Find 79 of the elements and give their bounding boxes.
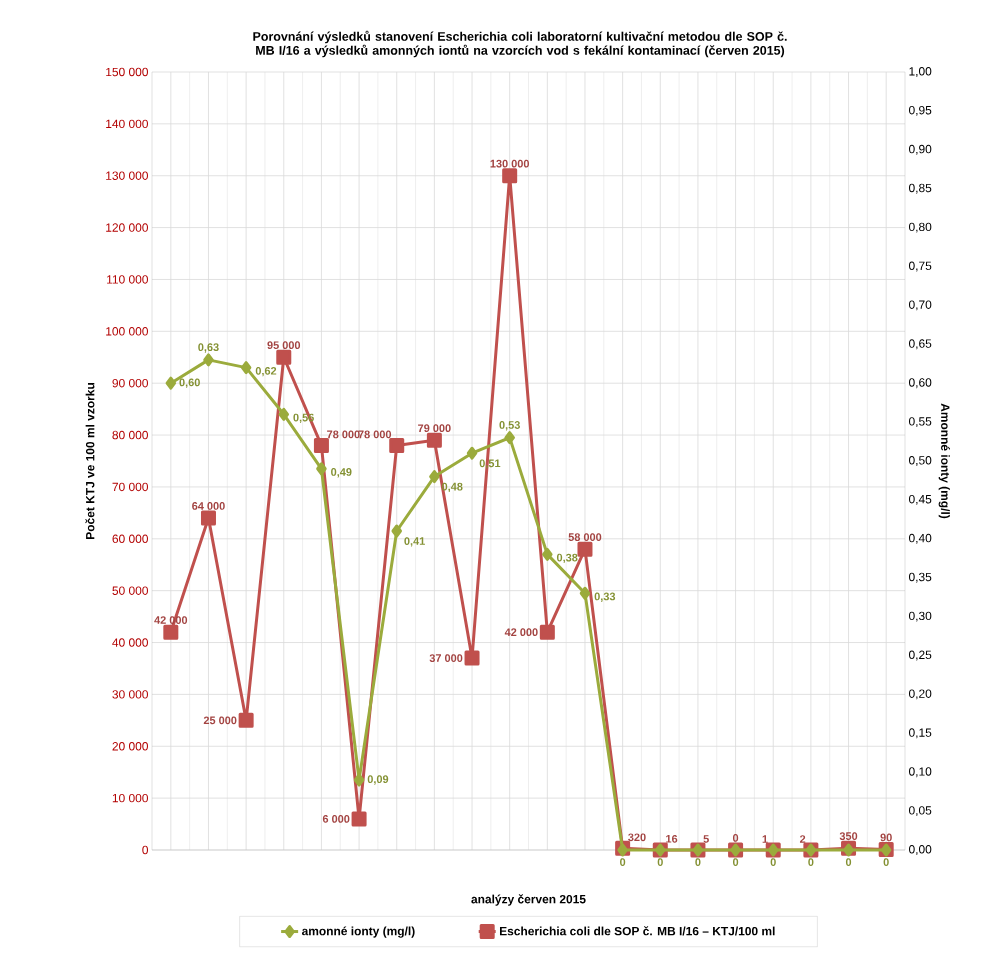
y-tick-label: 0 (142, 845, 149, 855)
y-tick-label: 80 000 (112, 430, 148, 440)
y2-tick-label: 0,60 (909, 378, 932, 389)
data-label: 64 000 (192, 502, 225, 510)
y-tick-label: 60 000 (112, 534, 148, 544)
y-tick-label: 20 000 (112, 742, 148, 751)
y2-tick-label: 0,55 (909, 417, 932, 428)
y-axis-title: Počet KTJ ve 100 ml vzorku (85, 383, 95, 539)
data-label: 78 000 (358, 430, 392, 439)
data-label: 2 (799, 835, 806, 843)
y2-tick-label: 0,75 (909, 261, 932, 272)
y2-tick-label: 0,50 (909, 456, 932, 466)
y-tick-label: 150 000 (106, 67, 148, 77)
data-label: 0,33 (594, 592, 616, 602)
y-tick-label: 40 000 (112, 638, 148, 647)
data-label: 0 (883, 858, 889, 866)
y2-tick-label: 0,20 (909, 689, 932, 700)
data-label: 58 000 (568, 533, 602, 541)
data-label: 78 000 (327, 430, 360, 439)
y-tick-label: 10 000 (112, 793, 148, 803)
data-label: 6 000 (322, 815, 350, 823)
y2-tick-label: 0,40 (909, 533, 932, 544)
y-tick-label: 90 000 (112, 378, 148, 388)
data-label: 130 000 (490, 159, 530, 168)
y2-tick-label: 0,25 (909, 650, 932, 661)
y2-tick-label: 0,90 (909, 144, 932, 155)
legend-label: Escherichia coli dle SOP č. MB I/16 – KTJ/100 ml (499, 926, 775, 936)
data-label: 0,41 (404, 537, 425, 547)
data-label: 0 (808, 858, 814, 866)
data-label: 0 (845, 858, 852, 866)
data-label: 0,63 (198, 343, 219, 353)
data-label: 16 (666, 834, 678, 843)
y-tick-label: 50 000 (112, 586, 148, 595)
y2-tick-label: 1,00 (909, 67, 932, 77)
legend-label: amonné ionty (mg/l) (301, 926, 415, 938)
data-label: 0 (732, 834, 739, 842)
data-label: 0 (695, 858, 701, 866)
y2-tick-label: 0,65 (909, 339, 932, 350)
data-label: 0 (732, 858, 739, 866)
data-label: 0,60 (179, 378, 200, 388)
y2-tick-label: 0,45 (909, 494, 932, 505)
y-tick-label: 120 000 (106, 223, 148, 232)
y-tick-label: 130 000 (106, 171, 148, 180)
data-label: 0 (657, 858, 663, 866)
data-label: 0,62 (255, 366, 277, 377)
chart-title: Porovnání výsledků stanovení Escherichia coli laboratorní kultivační metodou dle SOP č. MB I/16 a výsledků amonných iontů na vzorcích vod s fekální kontaminací (červen 2015) (253, 30, 787, 58)
data-label: 95 000 (267, 341, 301, 350)
data-label: 79 000 (418, 424, 451, 433)
y2-tick-label: 0,70 (909, 300, 932, 311)
y2-tick-label: 0,80 (909, 222, 932, 233)
data-label: 90 (880, 833, 892, 842)
y2-axis-title: Amonné ionty (mg/l) (938, 403, 950, 519)
y2-tick-label: 0,35 (909, 572, 932, 583)
data-label: 37 000 (429, 654, 463, 662)
data-label: 320 (628, 833, 646, 842)
y-tick-label: 30 000 (112, 690, 148, 699)
y2-tick-label: 0,05 (909, 806, 932, 817)
y2-tick-label: 0,30 (909, 611, 932, 622)
data-label: 0 (770, 858, 776, 866)
y-tick-label: 110 000 (107, 275, 148, 284)
data-label: 0,53 (499, 421, 520, 431)
y2-tick-label: 0,10 (909, 767, 932, 778)
data-label: 350 (839, 832, 858, 840)
y2-tick-label: 0,15 (909, 728, 932, 739)
data-label: 0,38 (556, 553, 578, 564)
data-label: 0 (620, 858, 626, 866)
y-tick-label: 70 000 (112, 482, 148, 492)
data-label: 5 (703, 835, 709, 843)
data-label: 0,09 (367, 775, 389, 785)
data-label: 42 000 (504, 628, 538, 637)
x-axis-title: analýzy červen 2015 (471, 894, 586, 906)
data-label: 0,49 (331, 468, 352, 478)
data-label: 1 (762, 835, 768, 843)
y2-tick-label: 0,00 (909, 845, 932, 855)
y-tick-label: 140 000 (106, 119, 148, 129)
y-tick-label: 100 000 (106, 327, 148, 336)
data-label: 25 000 (203, 716, 237, 725)
y2-tick-label: 0,85 (909, 183, 932, 194)
y2-tick-label: 0,95 (909, 105, 932, 116)
